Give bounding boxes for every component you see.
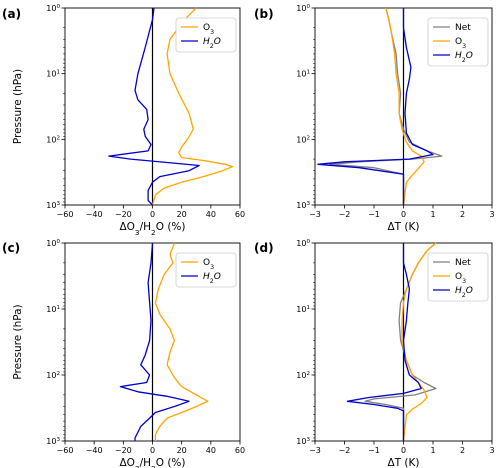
x-axis-label: ΔO3/H2O (%): [119, 221, 185, 237]
legend-entry: O3: [203, 258, 214, 271]
panel-letter: (c): [2, 241, 20, 255]
series-line-o3: [401, 242, 437, 442]
panel-letter: (a): [2, 7, 21, 21]
x-tick-label: 20: [177, 210, 187, 219]
x-tick-label: 3: [489, 446, 494, 455]
x-axis-label: ΔO3/H2O (%): [119, 457, 185, 468]
panel-a: (a) −60 −40 −20 0 20 40 60 100 101 102 103 ΔO3/H2O (…: [2, 4, 245, 237]
x-tick-label: 20: [177, 446, 187, 455]
series-line-net: [364, 242, 437, 441]
y-tick-label: 103: [296, 201, 310, 210]
series-line-o3: [385, 7, 425, 206]
x-tick-label: 3: [489, 210, 494, 219]
y-tick-label: 100: [46, 239, 60, 248]
y-tick-label: 102: [46, 135, 60, 144]
legend-box: [427, 252, 489, 302]
legend-entry: O3: [203, 23, 214, 36]
y-tick-label: 101: [296, 305, 310, 314]
legend-entry: O3: [455, 272, 466, 285]
series-line-o3: [154, 242, 209, 441]
x-tick-label: 2: [460, 210, 465, 219]
legend-entry: O3: [455, 37, 466, 50]
series-line-h2o: [346, 243, 422, 441]
x-axis-label: ΔT (K): [387, 457, 419, 468]
x-tick-label: 0: [150, 210, 155, 219]
x-tick-label: −1: [368, 446, 380, 455]
panel-c: (c) −60 −40 −20 0 20 40 60 100 101 102 103 ΔO3/H2O (…: [2, 239, 245, 468]
x-tick-label: 60: [235, 446, 245, 455]
y-tick-label: 102: [296, 371, 310, 380]
x-tick-label: −1: [368, 210, 380, 219]
x-tick-label: 60: [235, 210, 245, 219]
x-tick-label: −3: [309, 210, 321, 219]
y-tick-label: 103: [46, 437, 60, 446]
legend-entry: H2O: [203, 37, 221, 50]
legend-entry: H2O: [455, 51, 473, 64]
legend-box: [427, 17, 489, 67]
x-tick-label: −20: [115, 210, 132, 219]
series-line-h2o: [119, 242, 190, 441]
x-tick-label: 40: [206, 446, 216, 455]
panel-letter: (b): [254, 7, 274, 21]
legend-entry: Net: [455, 258, 471, 268]
y-tick-label: 101: [46, 305, 60, 314]
series-line-net: [329, 7, 443, 205]
y-tick-label: 101: [296, 70, 310, 79]
y-axis-label: Pressure (hPa): [12, 304, 24, 379]
y-tick-label: 102: [296, 135, 310, 144]
y-tick-label: 103: [296, 437, 310, 446]
x-tick-label: 40: [206, 210, 216, 219]
x-tick-label: 1: [430, 446, 435, 455]
legend-entry: Net: [455, 23, 471, 33]
x-tick-label: 0: [401, 446, 406, 455]
x-tick-label: −60: [57, 210, 74, 219]
series-line-h2o: [317, 8, 434, 205]
legend-entry: H2O: [203, 272, 221, 285]
x-tick-label: −20: [115, 446, 132, 455]
y-axis-label: Pressure (hPa): [12, 69, 24, 144]
x-tick-label: −2: [339, 210, 351, 219]
y-tick-label: 100: [46, 4, 60, 13]
x-tick-label: −40: [86, 446, 103, 455]
x-tick-label: −60: [57, 446, 74, 455]
legend-entry: H2O: [455, 286, 473, 299]
x-axis-label: ΔT (K): [387, 221, 419, 233]
y-tick-label: 102: [46, 371, 60, 380]
x-tick-label: −40: [86, 210, 103, 219]
y-tick-label: 100: [296, 4, 310, 13]
panel-letter: (d): [254, 241, 274, 255]
series-line-o3: [151, 7, 234, 206]
x-tick-label: 1: [430, 210, 435, 219]
y-tick-label: 103: [46, 201, 60, 210]
x-tick-label: −2: [339, 446, 351, 455]
x-tick-label: −3: [309, 446, 321, 455]
x-tick-label: 0: [401, 210, 406, 219]
y-tick-label: 101: [46, 70, 60, 79]
x-tick-label: 0: [150, 446, 155, 455]
series-line-h2o: [108, 7, 200, 206]
y-tick-label: 100: [296, 239, 310, 248]
x-tick-label: 2: [460, 446, 465, 455]
